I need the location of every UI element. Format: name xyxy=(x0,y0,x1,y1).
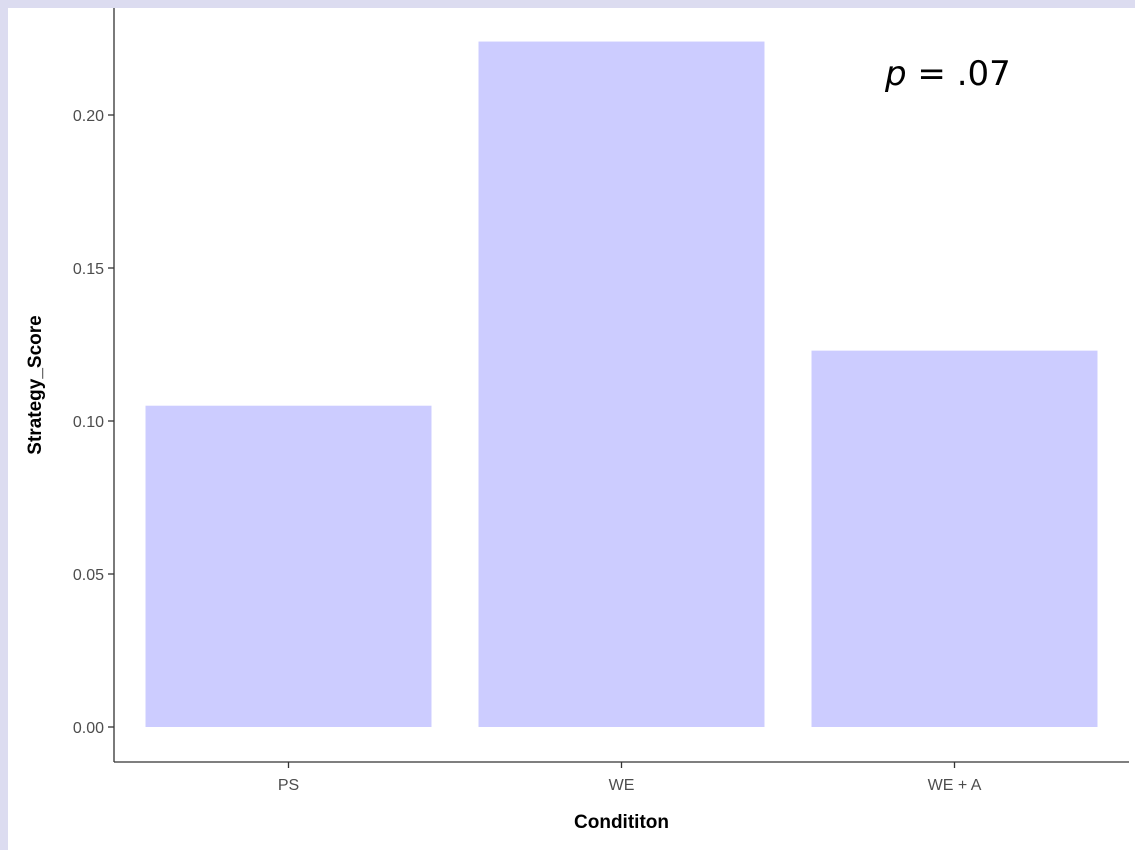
y-tick-label: 0.15 xyxy=(73,261,104,278)
bars-group xyxy=(145,41,1098,728)
x-axis-title: Condititon xyxy=(574,812,669,833)
bar-we-a xyxy=(811,350,1098,727)
y-tick-label: 0.20 xyxy=(73,108,104,125)
x-tick-label: PS xyxy=(278,777,299,794)
x-tick-label: WE + A xyxy=(928,777,982,794)
p-value-italic: p xyxy=(884,54,907,94)
x-axis-ticks: PS WE WE + A xyxy=(278,762,982,794)
y-tick-label: 0.05 xyxy=(73,567,104,584)
y-axis-ticks: 0.00 0.05 0.10 0.15 0.20 xyxy=(73,108,114,737)
y-tick-label: 0.00 xyxy=(73,720,104,737)
bar-we xyxy=(478,41,765,728)
y-tick-label: 0.10 xyxy=(73,414,104,431)
bar-ps xyxy=(145,405,432,727)
bar-chart: 0.00 0.05 0.10 0.15 0.20 PS WE WE + A Conditit… xyxy=(25,8,1129,833)
x-tick-label: WE xyxy=(609,777,635,794)
y-axis-title: Strategy_Score xyxy=(25,315,46,454)
plot-panel: 0.00 0.05 0.10 0.15 0.20 PS WE WE + A Conditit… xyxy=(8,8,1135,850)
p-value-text: = .07 xyxy=(907,54,1011,94)
p-value-annotation: p = .07 xyxy=(884,54,1011,94)
